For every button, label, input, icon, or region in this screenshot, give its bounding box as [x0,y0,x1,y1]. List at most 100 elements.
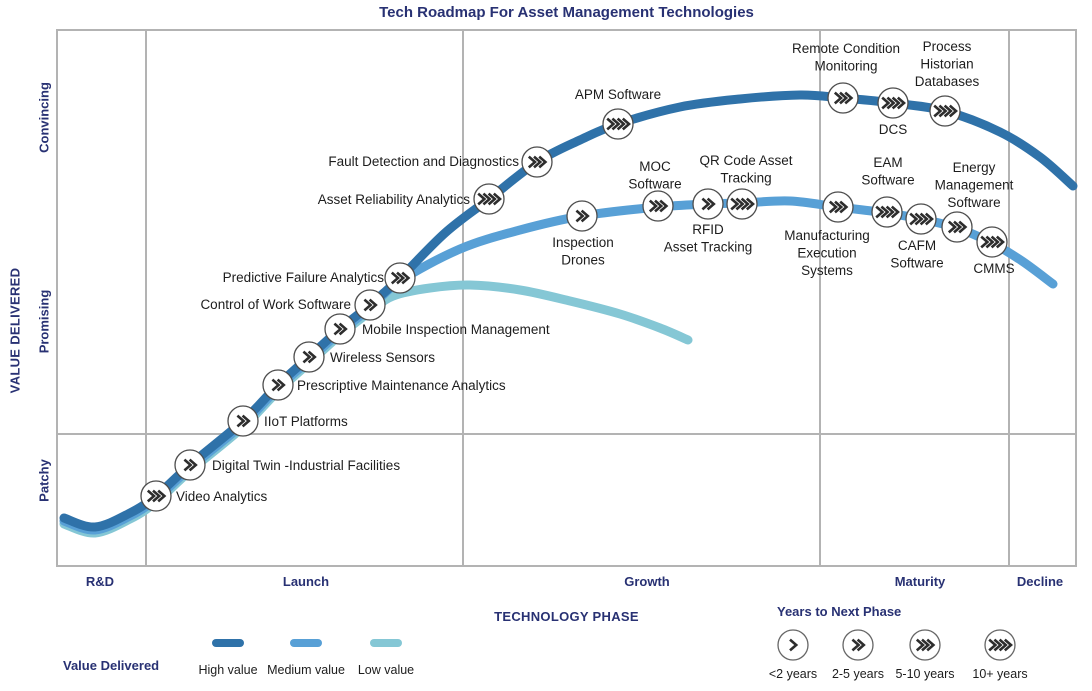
chevron-icon [302,350,312,364]
chevron-icon [891,96,901,110]
tech-label-line: CAFM [898,238,936,253]
chevron-icon [152,489,162,503]
chevron-icon [730,197,740,211]
chevron-icon [492,192,502,206]
tech-marker-wireless-sensors [293,341,325,373]
tech-label-cmms: CMMS [973,261,1014,276]
tech-label-line: Software [890,256,943,271]
tech-label-eam-software: EAM Software [861,155,914,188]
tech-marker-mobile-inspection-management [324,313,356,345]
years-marker-circle [521,146,553,178]
chevron-icon [477,192,487,206]
tech-label-wireless-sensors: Wireless Sensors [330,350,435,365]
chevron-icon [188,458,198,472]
tech-label-line: QR Code Asset [699,153,792,168]
tech-label-cafm-software: CAFM Software [890,238,943,271]
chevron-icon [745,197,755,211]
tech-label-inspection-drones: Inspection Drones [552,235,614,268]
years-marker-circle [941,211,973,243]
tech-label-line: MOC [639,159,671,174]
chevron-icon [740,197,750,211]
chevron-icon [995,235,1005,249]
tech-label-line: Mobile Inspection Management [362,322,550,337]
chevron-icon [789,638,799,652]
tech-marker-video-analytics [140,480,172,512]
tech-label-line: Remote Condition [792,41,900,56]
tech-label-line: Energy [953,160,996,175]
years-legend-item-5-10-years [909,629,941,661]
tech-label-asset-reliability-analytics: Asset Reliability Analytics [318,192,471,207]
chevron-icon [880,205,890,219]
chevron-icon [914,212,924,226]
chevron-icon [943,104,953,118]
tech-marker-iiot-platforms [227,405,259,437]
years-legend-item-10-years [984,629,1016,661]
chevron-icon [606,117,616,131]
chevron-icon [915,638,925,652]
tech-label-iiot-platforms: IIoT Platforms [264,414,348,429]
tech-marker-dcs [877,87,909,119]
tech-label-energy-management-software: Energy Management Software [935,160,1014,210]
years-marker-circle [642,190,674,222]
tech-label-line: Fault Detection and Diagnostics [328,154,519,169]
chevron-icon [701,197,711,211]
chevron-icon [926,638,936,652]
tech-label-control-of-work-software: Control of Work Software [200,297,351,312]
chevron-icon [958,220,968,234]
chevron-icon [933,104,943,118]
years-marker-circle [140,480,172,512]
tech-label-line: Predictive Failure Analytics [223,270,385,285]
chevron-icon [236,414,246,428]
tech-label-line: Manufacturing [784,228,870,243]
tech-label-rfid-asset-tracking: RFID Asset Tracking [664,222,753,255]
value-legend-title: Value Delivered [63,658,160,673]
tech-marker-moc-software [642,190,674,222]
chevron-icon [921,638,931,652]
chevron-icon [654,199,664,213]
chevron-icon [856,638,866,652]
tech-marker-predictive-failure-analytics [384,262,416,294]
chevron-icon [1003,638,1013,652]
chevron-icon [998,638,1008,652]
years-marker-circle [384,262,416,294]
chevron-icon [896,96,906,110]
tech-label-digital-twin-industrial-facilities: Digital Twin -Industrial Facilities [212,458,400,473]
chevron-icon [924,212,934,226]
tech-label-line: APM Software [575,87,661,102]
tech-marker-manufacturing-execution-systems [822,191,854,223]
chevron-icon [834,200,844,214]
tech-label-line: Wireless Sensors [330,350,435,365]
tech-label-line: Software [861,173,914,188]
tech-label-line: Prescriptive Maintenance Analytics [297,378,506,393]
chevron-icon [487,192,497,206]
chevron-icon [333,322,343,336]
chevron-icon [890,205,900,219]
chevron-icon [980,235,990,249]
plot-frame [56,29,1077,567]
chevron-icon [993,638,1003,652]
tech-label-line: Tracking [720,171,771,186]
tech-label-moc-software: MOC Software [628,159,681,192]
chevron-icon [844,91,854,105]
tech-marker-digital-twin-industrial-facilities [174,449,206,481]
tech-label-predictive-failure-analytics: Predictive Failure Analytics [223,270,385,285]
tech-label-line: CMMS [973,261,1014,276]
tech-label-manufacturing-execution-systems: Manufacturing Execution Systems [784,228,870,278]
chevron-icon [146,489,156,503]
tech-label-prescriptive-maintenance-analytics: Prescriptive Maintenance Analytics [297,378,506,393]
tech-label-remote-condition-monitoring: Remote Condition Monitoring [792,41,900,74]
chevron-icon [648,199,658,213]
chevron-icon [828,200,838,214]
x-axis-title: TECHNOLOGY PHASE [494,609,639,624]
tech-marker-remote-condition-monitoring [827,82,859,114]
chevron-icon [885,205,895,219]
chevron-icon [157,489,167,503]
chevron-icon [338,322,348,336]
tech-marker-rfid-asset-tracking [692,188,724,220]
tech-label-line: Asset Reliability Analytics [318,192,471,207]
chevron-icon [616,117,626,131]
tech-marker-control-of-work-software [354,289,386,321]
chevron-icon [706,197,716,211]
